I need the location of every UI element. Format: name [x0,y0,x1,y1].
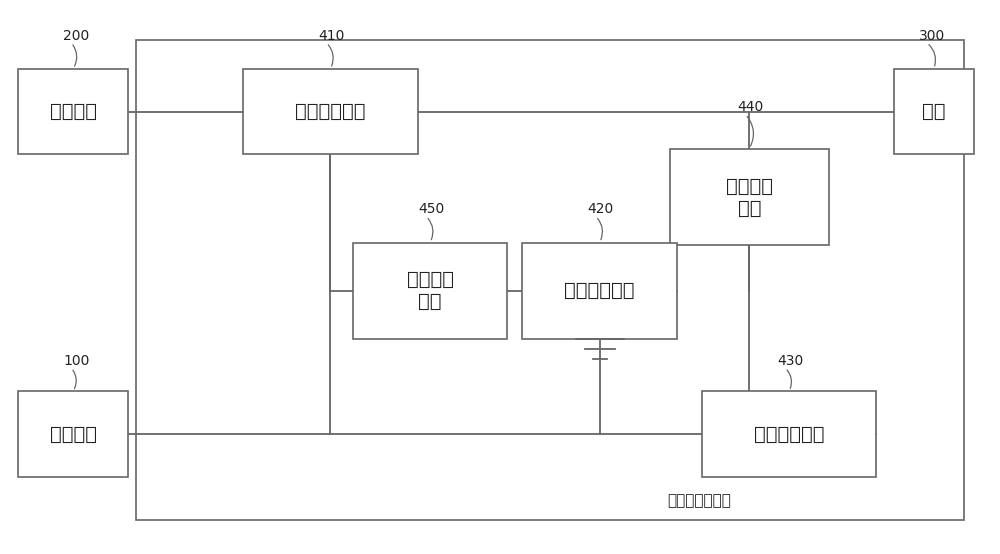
Bar [18,391,128,477]
Bar [522,243,677,339]
Text: 第二限流
模块: 第二限流 模块 [407,270,454,311]
Text: 450: 450 [418,202,444,217]
Text: 负载: 负载 [922,102,946,121]
Bar [894,69,974,155]
Bar [243,69,418,155]
Text: 420: 420 [588,202,614,217]
Text: 410: 410 [319,29,345,43]
Text: 440: 440 [737,100,764,114]
Text: 双电源切换电路: 双电源切换电路 [668,494,731,509]
Text: 第一开关模块: 第一开关模块 [295,102,366,121]
Text: 300: 300 [919,29,945,43]
Bar [353,243,507,339]
Text: 430: 430 [777,354,803,368]
Text: 第一电源: 第一电源 [50,424,97,444]
Text: 100: 100 [63,354,90,368]
Bar [18,69,128,155]
Text: 第一限流
模块: 第一限流 模块 [726,177,773,218]
Text: 第二开关模块: 第二开关模块 [564,281,635,300]
Text: 第二电源: 第二电源 [50,102,97,121]
Bar [670,149,829,245]
Text: 第三开关模块: 第三开关模块 [754,424,824,444]
Bar [136,40,964,520]
Text: 200: 200 [63,29,89,43]
Bar [702,391,876,477]
